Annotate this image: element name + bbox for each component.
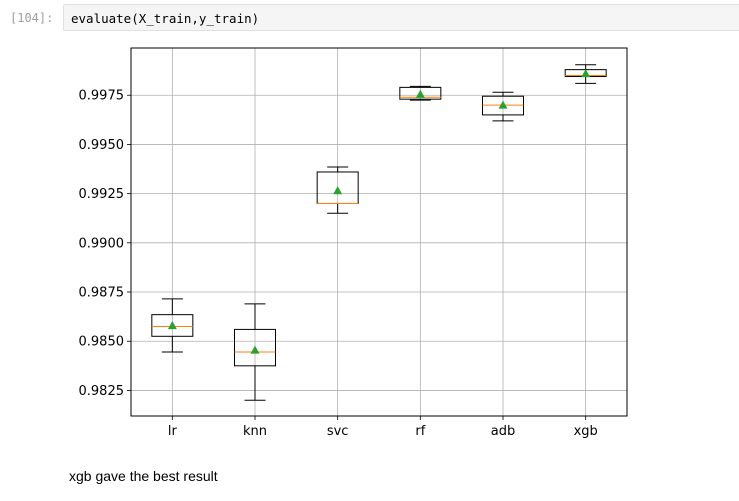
- x-tick-label: svc: [327, 424, 349, 439]
- x-tick-label: rf: [415, 424, 425, 439]
- box-xgb: [564, 64, 607, 84]
- axes: lr knn svc rf adb xgb 0.9825 0.9850 0.9875 0.9900…: [79, 89, 598, 439]
- plot-frame: [130, 47, 628, 417]
- box-lr: [151, 298, 194, 353]
- y-tick-label: 0.9850: [79, 335, 125, 350]
- mean-marker: [581, 69, 591, 78]
- boxes: [151, 64, 607, 401]
- box-iqr: [399, 86, 442, 100]
- y-tick-label: 0.9825: [79, 384, 125, 399]
- box-knn: [234, 303, 276, 401]
- grid-lines: [131, 48, 627, 416]
- code-cell-input[interactable]: evaluate(X_train,y_train): [63, 4, 739, 31]
- markdown-text: xgb gave the best result: [69, 468, 218, 484]
- x-tick-label: adb: [491, 424, 515, 439]
- code-text[interactable]: evaluate(X_train,y_train): [71, 11, 260, 26]
- x-tick-label: xgb: [574, 424, 598, 439]
- box-rf: [399, 85, 442, 101]
- y-tick-label: 0.9925: [79, 187, 125, 202]
- box-iqr: [234, 328, 276, 367]
- box-adb: [482, 91, 524, 122]
- mean-marker: [498, 100, 508, 109]
- box-svc: [316, 166, 359, 214]
- mean-marker: [415, 89, 425, 98]
- box-iqr: [151, 314, 194, 337]
- boxplot-chart: lr knn svc rf adb xgb 0.9825 0.9850 0.9875 0.9900…: [79, 47, 628, 439]
- y-tick-label: 0.9875: [79, 286, 125, 301]
- mean-marker: [250, 345, 260, 354]
- mean-marker: [333, 186, 343, 195]
- x-tick-label: lr: [168, 424, 178, 439]
- cell-prompt: [104]:: [10, 11, 54, 25]
- y-tick-label: 0.9950: [79, 138, 125, 153]
- mean-marker: [167, 320, 177, 330]
- y-tick-label: 0.9900: [79, 236, 125, 251]
- y-tick-label: 0.9975: [79, 89, 125, 104]
- x-tick-label: knn: [243, 424, 267, 439]
